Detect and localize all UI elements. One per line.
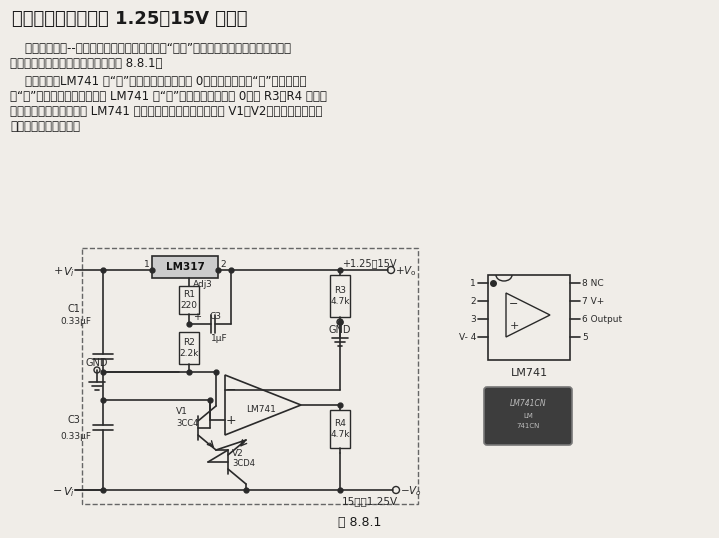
Text: 8 NC: 8 NC — [582, 279, 604, 287]
Text: LM741: LM741 — [246, 405, 276, 414]
Bar — [152, 256, 218, 278]
Text: LM741CN: LM741CN — [510, 400, 546, 408]
Text: 0.33μF: 0.33μF — [60, 316, 91, 325]
Text: 值分压电路，中点电压经 LM741 反相放大后驱动负电压调整管 V1、V2，从而保证输出电: 值分压电路，中点电压经 LM741 反相放大后驱动负电压调整管 V1、V2，从而… — [10, 105, 322, 118]
Text: $-V_{\mathregular{o}}$: $-V_{\mathregular{o}}$ — [400, 484, 422, 498]
Text: $V_{\mathregular{i}}$: $V_{\mathregular{i}}$ — [63, 485, 75, 499]
Text: +$V_{\mathregular{o}}$: +$V_{\mathregular{o}}$ — [395, 264, 417, 278]
Text: 图 8.8.1: 图 8.8.1 — [339, 516, 382, 529]
Bar — [488, 275, 570, 360]
Text: V1: V1 — [176, 407, 188, 416]
Text: −: − — [226, 384, 237, 397]
Text: 2: 2 — [220, 260, 226, 269]
Text: C1: C1 — [68, 304, 81, 314]
Bar — [330, 410, 350, 448]
FancyBboxPatch shape — [484, 387, 572, 445]
Text: 7 V+: 7 V+ — [582, 296, 604, 306]
Text: 压正、负幅度的平衡。: 压正、负幅度的平衡。 — [10, 120, 80, 133]
Text: 1: 1 — [145, 260, 150, 269]
Text: 2: 2 — [470, 296, 476, 306]
Text: C3: C3 — [68, 415, 81, 425]
Text: 这款电路仅用--个电位器即能实现正、负电压“同步”调节，即电路的负电压输出跟踪: 这款电路仅用--个电位器即能实现正、负电压“同步”调节，即电路的负电压输出跟踪 — [10, 42, 291, 55]
Text: 1μF: 1μF — [211, 334, 228, 343]
Text: V- 4: V- 4 — [459, 332, 476, 342]
Bar — [179, 286, 199, 314]
Text: C3: C3 — [209, 312, 221, 321]
Text: +: + — [226, 414, 237, 427]
Text: R4
4.7k: R4 4.7k — [330, 419, 349, 438]
Text: 5: 5 — [582, 332, 587, 342]
Bar — [330, 275, 350, 317]
Text: +1.25～15V: +1.25～15V — [342, 258, 396, 268]
Text: +: + — [509, 321, 518, 331]
Text: GND: GND — [329, 325, 352, 335]
Text: R2
2.2k: R2 2.2k — [179, 338, 198, 358]
Text: 6 Output: 6 Output — [582, 315, 622, 323]
Text: 与“＋”输入端电势接近，所以 LM741 的“－”输入端电势近似为 0。由 R3、R4 构成等: 与“＋”输入端电势接近，所以 LM741 的“－”输入端电势近似为 0。由 R3… — [10, 90, 327, 103]
Text: 0.33μF: 0.33μF — [60, 432, 91, 441]
Text: 741CN: 741CN — [516, 423, 540, 429]
Text: 正电压输出的变化。电路原理图见图 8.8.1。: 正电压输出的变化。电路原理图见图 8.8.1。 — [10, 57, 162, 70]
Text: +: + — [193, 312, 201, 322]
Text: LM741: LM741 — [510, 368, 548, 378]
Bar — [179, 332, 199, 364]
Text: GND: GND — [86, 358, 109, 368]
Text: LM: LM — [523, 413, 533, 419]
Text: V2: V2 — [232, 450, 244, 458]
Text: 1: 1 — [470, 279, 476, 287]
Text: 由图可见，LM741 的“＋”输入端接地，电势为 0，因运算放大器“－”输入端电势: 由图可见，LM741 的“＋”输入端接地，电势为 0，因运算放大器“－”输入端电… — [10, 75, 306, 88]
Text: −: − — [53, 486, 63, 496]
Text: 一、输出电压绝对值 1.25～15V 的设计: 一、输出电压绝对值 1.25～15V 的设计 — [12, 10, 247, 28]
Text: 3: 3 — [470, 315, 476, 323]
Text: R1
220: R1 220 — [180, 291, 198, 310]
Text: 3CC4: 3CC4 — [176, 419, 198, 428]
Text: $V_{\mathregular{i}}$: $V_{\mathregular{i}}$ — [63, 265, 75, 279]
Text: 3: 3 — [205, 280, 211, 289]
Text: +: + — [53, 266, 63, 276]
Text: 15～－1.25V: 15～－1.25V — [342, 496, 398, 506]
Text: Adj: Adj — [193, 280, 207, 289]
Text: 3CD4: 3CD4 — [232, 459, 255, 469]
Text: LM317: LM317 — [165, 262, 204, 272]
Text: R3
4.7k: R3 4.7k — [330, 286, 349, 306]
Text: −: − — [509, 299, 518, 309]
